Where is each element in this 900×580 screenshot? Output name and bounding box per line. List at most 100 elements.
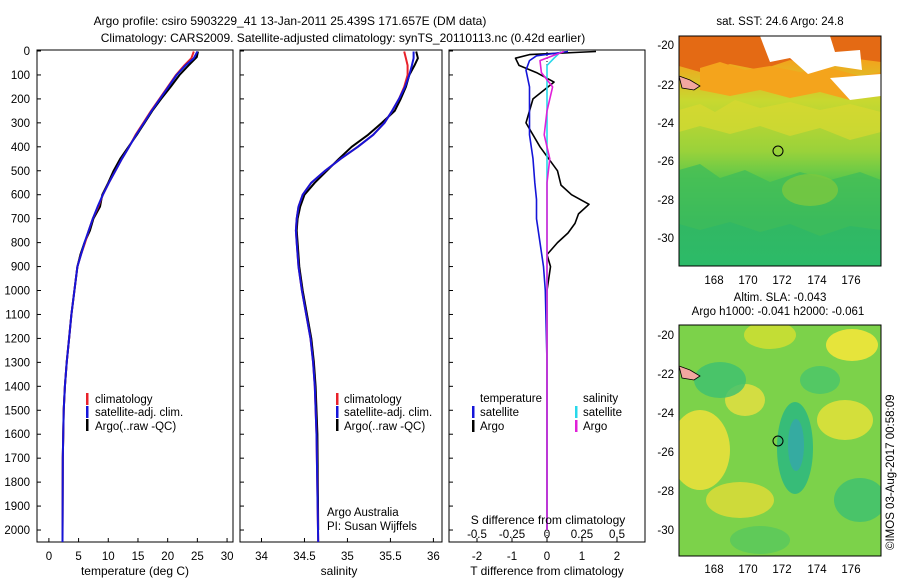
sst-map-title: sat. SST: 24.6 Argo: 24.8	[716, 16, 843, 28]
legend-label: Argo(..raw -QC)	[344, 421, 425, 433]
legend-label: climatology	[95, 394, 153, 406]
x-tick-label-top: -0.25	[499, 529, 525, 541]
lat-tick: -26	[657, 447, 674, 459]
sla-map-title-2: Argo h1000: -0.041 h2000: -0.061	[692, 306, 865, 318]
depth-tick-label: 1500	[4, 405, 30, 417]
x-tick-label-top: -0.5	[467, 529, 487, 541]
depth-tick-label: 1200	[4, 333, 30, 345]
legend-label: Argo	[480, 421, 504, 433]
lat-tick: -30	[657, 233, 674, 245]
depth-tick-label: 900	[11, 262, 30, 274]
sst-map	[678, 35, 882, 267]
difference-xlabel-t: T difference from climatology	[470, 564, 624, 578]
lon-tick: 170	[738, 275, 757, 287]
sla-low	[834, 478, 881, 522]
credit-line-2: PI: Susan Wijffels	[327, 521, 417, 533]
legend-swatch-climatology	[336, 393, 339, 405]
title-line-2: Climatology: CARS2009. Satellite-adjuste…	[101, 31, 585, 45]
depth-tick-label: 1300	[4, 357, 30, 369]
x-tick-label: 30	[221, 551, 234, 563]
x-tick-label: 25	[191, 551, 204, 563]
x-tick-label: 15	[132, 551, 145, 563]
x-tick-label: 0	[46, 551, 52, 563]
depth-tick-label: 2000	[4, 525, 30, 537]
coastline	[679, 75, 701, 91]
sst-yellow-band	[679, 100, 881, 140]
x-tick-label: 2	[614, 551, 620, 563]
lat-tick: -30	[657, 525, 674, 537]
salinity-legend: climatology satellite-adj. clim. Argo(..…	[336, 393, 432, 433]
coastline	[679, 365, 701, 381]
temperature-xlabel: temperature (deg C)	[81, 564, 189, 578]
legend-title-salinity: salinity	[583, 393, 618, 405]
legend-swatch-s-satellite	[575, 406, 578, 418]
legend-swatch-argo	[86, 419, 89, 431]
sla-lat-ticks: -20 -22 -24 -26 -28 -30	[657, 330, 674, 537]
lat-tick: -20	[657, 40, 674, 52]
salinity-plot	[294, 51, 419, 543]
lon-tick: 172	[772, 275, 791, 287]
depth-tick-label: 100	[11, 70, 30, 82]
credit-line-1: Argo Australia	[327, 507, 399, 519]
lon-tick: 174	[807, 564, 827, 576]
sla-low	[800, 366, 840, 394]
sst-map-frame	[678, 35, 882, 267]
legend-title-temperature: temperature	[480, 393, 542, 405]
x-tick-label: 20	[161, 551, 174, 563]
legend-label: Argo(..raw -QC)	[95, 421, 176, 433]
sla-lon-ticks: 168 170 172 174 176	[704, 564, 860, 576]
legend-label: climatology	[344, 394, 402, 406]
x-tick-label: -1	[507, 551, 517, 563]
lat-tick: -22	[657, 369, 674, 381]
series-temperature-satellite	[525, 50, 569, 530]
lat-tick: -20	[657, 330, 674, 342]
x-tick-label: 34	[255, 551, 268, 563]
difference-legend: temperature satellite Argo salinity sate…	[472, 393, 622, 433]
lat-tick: -28	[657, 195, 674, 207]
legend-label: satellite-adj. clim.	[344, 407, 432, 419]
sst-patches	[679, 36, 881, 236]
sst-cloud-mask-2	[830, 74, 881, 100]
depth-tick-label: 1700	[4, 453, 30, 465]
sla-high	[817, 400, 873, 440]
depth-tick-label: 600	[11, 190, 30, 202]
sst-orange-band	[700, 62, 881, 100]
lon-tick: 176	[841, 275, 860, 287]
depth-tick-label: 1100	[5, 310, 30, 322]
legend-label: satellite	[480, 407, 519, 419]
depth-tick-label: 400	[11, 142, 30, 154]
x-tick-label: 1	[579, 551, 585, 563]
lon-tick: 168	[704, 275, 723, 287]
sla-map-title-1: Altim. SLA: -0.043	[734, 292, 827, 304]
x-tick-label: 35.5	[379, 551, 401, 563]
series-satellite-adj-clim-	[61, 51, 199, 543]
series-salinity-argo	[539, 50, 565, 530]
difference-xlabel-s: S difference from climatology	[471, 513, 626, 527]
depth-tick-label: 300	[11, 118, 30, 130]
legend-swatch-climatology	[86, 393, 89, 405]
salinity-xlabel: salinity	[321, 564, 358, 578]
lat-tick: -26	[657, 156, 674, 168]
series-satellite-adj-clim-	[294, 51, 415, 543]
title-line-1: Argo profile: csiro 5903229_41 13-Jan-20…	[94, 14, 487, 28]
sst-lat-ticks: -20 -22 -24 -26 -28 -30	[657, 40, 674, 245]
legend-swatch-satellite	[336, 406, 339, 418]
sla-low	[788, 419, 804, 471]
depth-tick-label: 1400	[4, 381, 30, 393]
lon-tick: 168	[704, 564, 723, 576]
temperature-legend: climatology satellite-adj. clim. Argo(..…	[86, 393, 183, 433]
x-tick-label: 5	[75, 551, 81, 563]
lon-tick: 170	[738, 564, 757, 576]
depth-tick-label: 500	[11, 166, 30, 178]
depth-tick-label: 800	[11, 238, 30, 250]
x-tick-label-top: 0.25	[571, 529, 593, 541]
depth-tick-label: 1600	[4, 429, 30, 441]
profile-location-marker	[772, 435, 784, 447]
depth-tick-label: 1900	[4, 501, 30, 513]
depth-tick-label: 700	[11, 214, 30, 226]
legend-label: satellite-adj. clim.	[95, 407, 183, 419]
x-tick-label: 34.5	[293, 551, 315, 563]
sla-low	[694, 362, 746, 398]
lat-tick: -24	[657, 118, 674, 130]
legend-swatch-satellite	[86, 406, 89, 418]
